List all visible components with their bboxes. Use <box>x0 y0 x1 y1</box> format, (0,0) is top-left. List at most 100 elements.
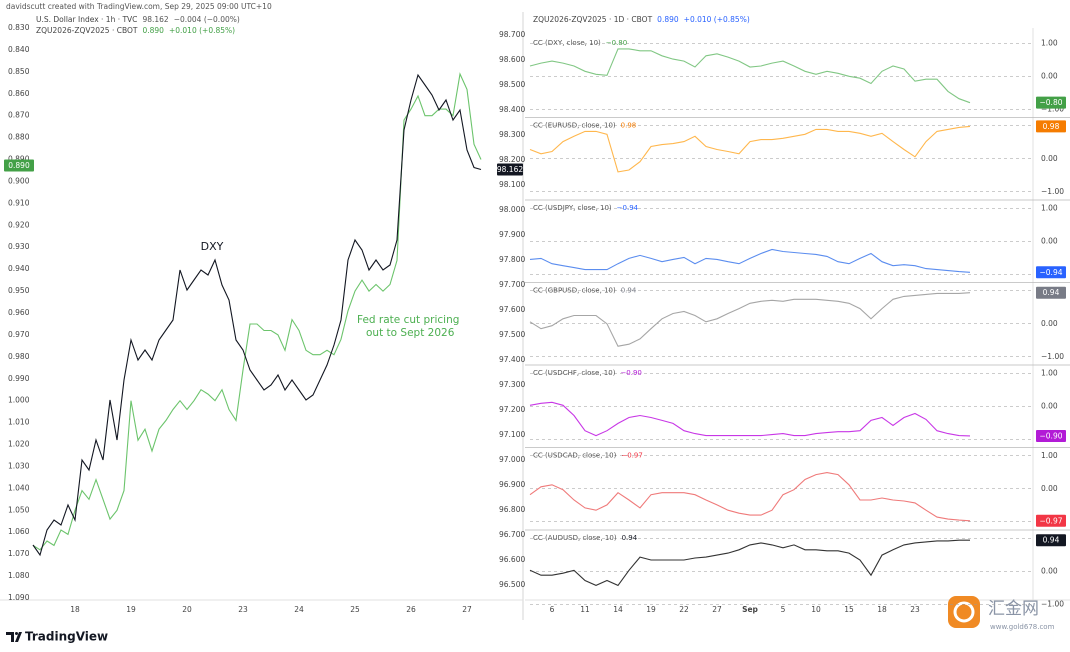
y-tick-label: 0.860 <box>8 89 30 98</box>
y-tick-label: −1.00 <box>1041 599 1064 608</box>
y-tick-label: 0.00 <box>1041 319 1058 328</box>
y-tick-label: 1.00 <box>1041 368 1058 377</box>
footer-brand: TradingView <box>25 630 108 644</box>
y-tick-label: 0.840 <box>8 45 30 54</box>
x-tick-label: 24 <box>294 605 304 614</box>
last-value-box <box>1036 514 1066 527</box>
y-tick-label: 0.930 <box>8 242 30 251</box>
y2-tick-label: 98.200 <box>499 155 525 164</box>
watermark-icon <box>948 596 980 628</box>
last-value-label: 0.94 <box>1043 288 1060 297</box>
y-tick-label: 0.00 <box>1041 71 1058 80</box>
y2-tick-label: 97.700 <box>499 280 525 289</box>
y2-tick-label: 98.500 <box>499 80 525 89</box>
watermark: 汇金网 www.gold678.com <box>948 596 1055 631</box>
pane-legend-name: CC (USDJPY, close, 10) <box>533 204 612 212</box>
panel-title: ZQU2026-ZQV2025 · 1D · CBOT <box>533 15 653 24</box>
annotation: DXY <box>201 240 224 253</box>
pane-legend-name: CC (AUDUSD, close, 10) <box>533 534 617 542</box>
y-tick-label: 0.880 <box>8 133 30 142</box>
y-tick-label: 1.090 <box>8 593 30 602</box>
y2-tick-label: 97.000 <box>499 455 525 464</box>
y-tick-label: 0.00 <box>1041 236 1058 245</box>
y2-tick-label: 96.900 <box>499 480 525 489</box>
y-tick-label: 1.070 <box>8 549 30 558</box>
y2-tick-label: 96.600 <box>499 555 525 564</box>
y-tick-label: −1.00 <box>1041 352 1064 361</box>
y-tick-label: 0.00 <box>1041 566 1058 575</box>
y2-tick-label: 97.500 <box>499 330 525 339</box>
pane-legend-value: −0.97 <box>621 452 642 460</box>
last-value-label: 0.98 <box>1043 122 1060 131</box>
y2-tick-label: 97.300 <box>499 380 525 389</box>
x-tick-label: 27 <box>712 605 722 614</box>
y-tick-label: 1.010 <box>8 418 30 427</box>
y-tick-label: 0.920 <box>8 220 30 229</box>
y-tick-label: 0.950 <box>8 286 30 295</box>
annotation: out to Sept 2026 <box>366 327 455 339</box>
legend-change: −0.004 (−0.00%) <box>174 15 240 24</box>
x-tick-label: 22 <box>679 605 689 614</box>
y-tick-label: 1.00 <box>1041 203 1058 212</box>
x-tick-label: 26 <box>406 605 416 614</box>
y2-tick-label: 96.700 <box>499 530 525 539</box>
y-tick-label: 0.830 <box>8 23 30 32</box>
header: davidscutt created with TradingView.com,… <box>6 2 272 11</box>
y-tick-label: 1.060 <box>8 527 30 536</box>
y2-tick-label: 97.200 <box>499 405 525 414</box>
last-value-box <box>1036 286 1066 299</box>
y-tick-label: 0.970 <box>8 330 30 339</box>
panel-title-change: +0.010 (+0.85%) <box>684 15 750 24</box>
x-tick-label: 18 <box>877 605 887 614</box>
y2-tick-label: 97.100 <box>499 430 525 439</box>
y-tick-label: 0.900 <box>8 176 30 185</box>
y2-tick-label: 98.600 <box>499 55 525 64</box>
pane-legend-name: CC (DXY, close, 10) <box>533 39 601 47</box>
pane-legend-value: 0.94 <box>621 287 637 295</box>
legend-name: U.S. Dollar Index · 1h · TVC <box>36 15 137 24</box>
y-tick-label: 0.980 <box>8 352 30 361</box>
y-tick-label: 0.870 <box>8 111 30 120</box>
x-tick-label: 19 <box>126 605 136 614</box>
last-value-box <box>4 159 34 172</box>
last-value-box <box>1036 429 1066 442</box>
last-value-box <box>1036 534 1066 547</box>
y-tick-label: 0.850 <box>8 67 30 76</box>
watermark-title: 汇金网 <box>988 599 1039 619</box>
y2-tick-label: 97.800 <box>499 255 525 264</box>
x-tick-label: 27 <box>462 605 472 614</box>
y-tick-label: 0.890 <box>8 155 30 164</box>
annotation: Fed rate cut pricing <box>357 314 459 326</box>
series-line <box>32 72 482 551</box>
last-value-label: 98.162 <box>497 165 523 174</box>
x-tick-label: 25 <box>350 605 360 614</box>
y2-tick-label: 98.300 <box>499 130 525 139</box>
last-value-label: 0.890 <box>8 161 30 170</box>
last-value-label: −0.94 <box>1040 268 1063 277</box>
tradingview-logo: TradingView <box>6 630 108 644</box>
pane-legend-value: −0.94 <box>617 204 639 212</box>
logo-mark <box>6 632 22 642</box>
pane-legend-name: CC (EURUSD, close, 10) <box>533 122 616 130</box>
pane-legend-value: −0.80 <box>606 39 627 47</box>
series-line <box>32 73 482 557</box>
last-value-box <box>497 163 523 176</box>
y2-tick-label: 98.700 <box>499 30 525 39</box>
y-tick-label: 1.040 <box>8 483 30 492</box>
pane-legend-value: 0.98 <box>621 122 637 130</box>
x-tick-label: 23 <box>238 605 248 614</box>
y-tick-label: 0.00 <box>1041 154 1058 163</box>
x-tick-label: 5 <box>781 605 786 614</box>
legend-value: 98.162 <box>142 15 168 24</box>
y-tick-label: 0.990 <box>8 374 30 383</box>
y-tick-label: 0.940 <box>8 264 30 273</box>
logo-dot <box>15 632 18 635</box>
pane-legend-name: CC (GBPUSD, close, 10) <box>533 287 616 295</box>
y2-tick-label: 98.000 <box>499 205 525 214</box>
legend-name: ZQU2026-ZQV2025 · CBOT <box>36 26 138 35</box>
y-tick-label: 1.000 <box>8 396 30 405</box>
series-line <box>529 401 971 437</box>
y-tick-label: 1.00 <box>1041 451 1058 460</box>
